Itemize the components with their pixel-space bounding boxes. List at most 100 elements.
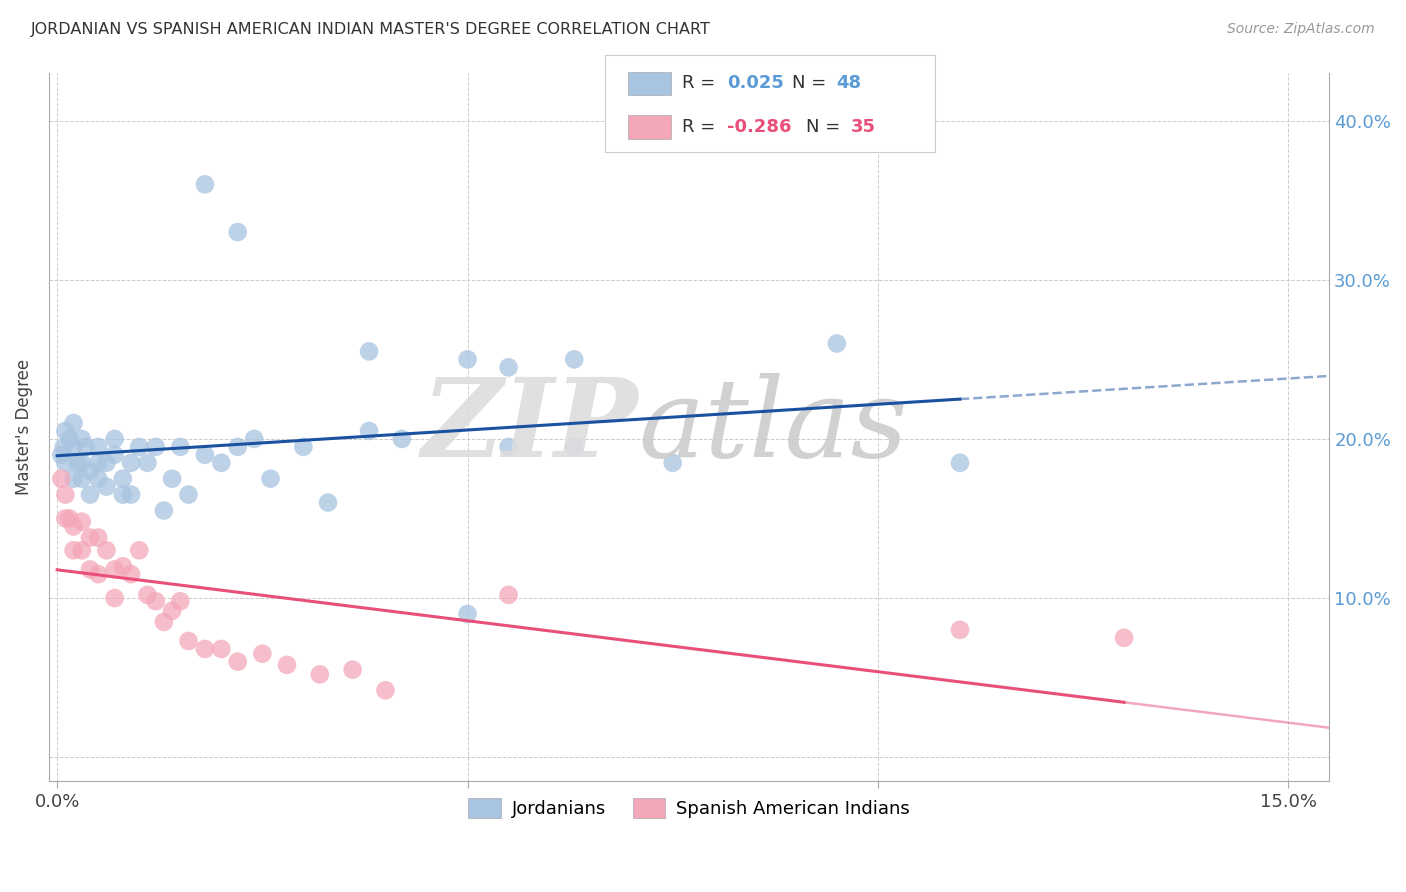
Point	[252, 647, 274, 661]
Y-axis label: Master's Degree: Master's Degree	[15, 359, 32, 495]
Point	[153, 503, 176, 517]
Point	[51, 472, 73, 486]
Point	[342, 663, 364, 677]
Point	[498, 440, 520, 454]
Point	[62, 440, 84, 454]
Point	[111, 472, 134, 486]
Point	[111, 487, 134, 501]
Point	[136, 588, 159, 602]
Point	[51, 448, 73, 462]
Point	[177, 634, 200, 648]
Point	[70, 472, 93, 486]
Point	[87, 567, 110, 582]
Point	[169, 440, 191, 454]
Point	[498, 588, 520, 602]
Point	[194, 178, 217, 192]
Point	[96, 480, 118, 494]
Point	[120, 487, 142, 501]
Point	[96, 456, 118, 470]
Point	[104, 591, 127, 605]
Point	[194, 448, 217, 462]
Point	[498, 360, 520, 375]
Point	[357, 424, 380, 438]
Point	[661, 456, 683, 470]
Point	[136, 456, 159, 470]
Point	[308, 667, 330, 681]
Point	[70, 456, 93, 470]
Text: N =: N =	[792, 74, 831, 92]
Legend: Jordanians, Spanish American Indians: Jordanians, Spanish American Indians	[461, 790, 917, 825]
Point	[55, 511, 77, 525]
Text: Source: ZipAtlas.com: Source: ZipAtlas.com	[1227, 22, 1375, 37]
Point	[120, 567, 142, 582]
Point	[562, 352, 585, 367]
Point	[55, 456, 77, 470]
Point	[104, 562, 127, 576]
Point	[226, 655, 249, 669]
Point	[75, 440, 97, 454]
Point	[457, 607, 479, 621]
Point	[194, 642, 217, 657]
Text: 35: 35	[851, 118, 876, 136]
Point	[562, 440, 585, 454]
Point	[104, 448, 127, 462]
Point	[79, 464, 101, 478]
Point	[226, 225, 249, 239]
Point	[128, 440, 150, 454]
Point	[62, 416, 84, 430]
Point	[357, 344, 380, 359]
Point	[391, 432, 413, 446]
Text: 48: 48	[837, 74, 862, 92]
Point	[70, 432, 93, 446]
Point	[111, 559, 134, 574]
Point	[96, 543, 118, 558]
Point	[58, 432, 80, 446]
Point	[87, 440, 110, 454]
Text: -0.286: -0.286	[727, 118, 792, 136]
Point	[145, 440, 167, 454]
Text: N =: N =	[806, 118, 845, 136]
Point	[55, 487, 77, 501]
Point	[79, 562, 101, 576]
Point	[62, 472, 84, 486]
Point	[79, 531, 101, 545]
Text: R =: R =	[682, 118, 721, 136]
Point	[153, 615, 176, 629]
Text: R =: R =	[682, 74, 721, 92]
Point	[104, 432, 127, 446]
Point	[55, 424, 77, 438]
Point	[52, 440, 75, 454]
Point	[226, 440, 249, 454]
Point	[825, 336, 848, 351]
Point	[949, 456, 972, 470]
Point	[160, 472, 183, 486]
Point	[66, 456, 89, 470]
Point	[62, 543, 84, 558]
Point	[292, 440, 315, 454]
Point	[177, 487, 200, 501]
Point	[374, 683, 396, 698]
Text: 0.025: 0.025	[727, 74, 783, 92]
Point	[87, 456, 110, 470]
Point	[62, 519, 84, 533]
Point	[58, 511, 80, 525]
Point	[259, 472, 281, 486]
Text: JORDANIAN VS SPANISH AMERICAN INDIAN MASTER'S DEGREE CORRELATION CHART: JORDANIAN VS SPANISH AMERICAN INDIAN MAS…	[31, 22, 711, 37]
Point	[169, 594, 191, 608]
Point	[87, 531, 110, 545]
Point	[160, 604, 183, 618]
Point	[209, 456, 232, 470]
Point	[70, 515, 93, 529]
Text: atlas: atlas	[638, 373, 907, 481]
Point	[457, 352, 479, 367]
Point	[243, 432, 266, 446]
Point	[120, 456, 142, 470]
Point	[316, 495, 339, 509]
Point	[949, 623, 972, 637]
Point	[1112, 631, 1135, 645]
Point	[128, 543, 150, 558]
Text: ZIP: ZIP	[422, 373, 638, 481]
Point	[70, 543, 93, 558]
Point	[276, 657, 298, 672]
Point	[79, 487, 101, 501]
